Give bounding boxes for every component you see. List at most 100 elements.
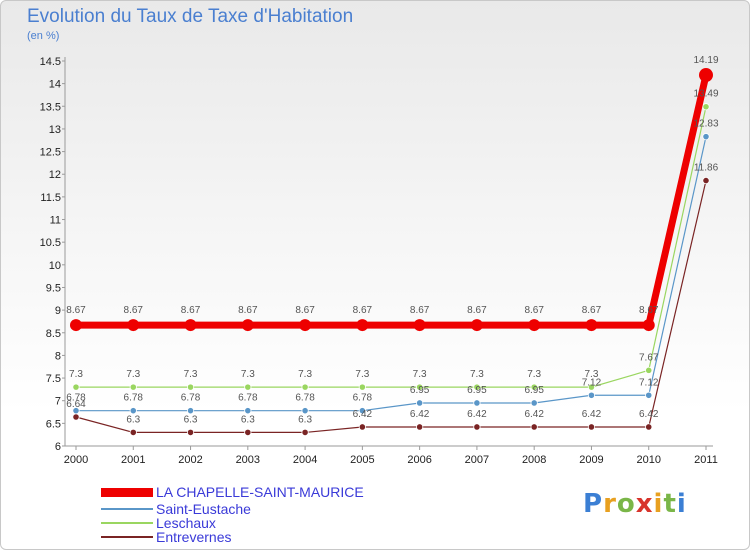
y-tick-label: 12 <box>49 169 61 181</box>
x-tick-label: 2007 <box>465 454 489 466</box>
series-line <box>76 74 710 329</box>
series-line <box>75 180 707 434</box>
data-label: 13.49 <box>693 89 718 100</box>
data-label: 7.12 <box>639 377 659 388</box>
data-point <box>301 428 309 437</box>
data-point <box>70 319 82 332</box>
logo-letter: i <box>653 489 664 519</box>
data-point <box>470 319 483 332</box>
data-point <box>129 383 137 391</box>
data-label: 6.42 <box>353 409 373 420</box>
data-point <box>186 407 195 415</box>
data-point <box>186 428 195 437</box>
y-tick-label: 9 <box>55 305 61 317</box>
data-point <box>585 319 598 332</box>
x-tick-label: 2010 <box>636 454 660 466</box>
data-label: 8.67 <box>66 305 86 316</box>
legend-label: LA CHAPELLE-SAINT-MAURICE <box>156 484 364 500</box>
data-point <box>244 407 252 415</box>
data-label: 6.3 <box>241 414 255 425</box>
data-label: 7.3 <box>184 369 198 380</box>
data-label: 6.78 <box>124 393 144 404</box>
data-point <box>416 383 424 391</box>
x-tick-label: 2002 <box>178 454 202 466</box>
y-tick-label: 11.5 <box>40 192 61 204</box>
legend-label: Leschaux <box>156 515 216 531</box>
data-point <box>702 176 710 185</box>
data-label: 6.78 <box>238 393 258 404</box>
y-tick-label: 9.5 <box>46 282 61 294</box>
data-label: 6.78 <box>181 393 201 404</box>
data-point <box>528 319 541 332</box>
data-point <box>186 383 195 391</box>
data-label: 7.12 <box>582 377 602 388</box>
data-label: 7.3 <box>527 369 541 380</box>
legend-item: LA CHAPELLE-SAINT-MAURICE <box>101 485 364 499</box>
data-point <box>530 423 538 431</box>
data-label: 8.67 <box>238 305 258 316</box>
data-label: 7.3 <box>298 369 312 380</box>
y-tick-label: 13.5 <box>40 101 61 113</box>
data-label: 6.78 <box>295 393 315 404</box>
legend-label: Saint-Eustache <box>156 501 251 517</box>
x-tick-label: 2005 <box>350 454 374 466</box>
data-point <box>473 423 481 431</box>
chart-title: Evolution du Taux de Taxe d'Habitation <box>27 6 354 27</box>
data-point <box>358 407 366 415</box>
data-label: 7.3 <box>355 369 369 380</box>
x-tick-label: 2011 <box>694 454 718 466</box>
y-tick-label: 10 <box>49 260 61 272</box>
data-point <box>358 423 366 431</box>
data-label: 6.3 <box>184 414 198 425</box>
data-label: 6.42 <box>410 409 430 420</box>
data-label: 7.3 <box>69 369 83 380</box>
legend-swatch <box>101 536 153 538</box>
y-tick-label: 8.5 <box>46 328 61 340</box>
data-label: 6.78 <box>353 393 373 404</box>
data-label: 12.83 <box>693 119 718 130</box>
data-label: 7.3 <box>470 369 484 380</box>
x-tick-label: 2001 <box>121 454 145 466</box>
data-point <box>699 68 713 83</box>
data-label: 7.3 <box>585 369 599 380</box>
data-point <box>72 383 80 391</box>
data-point <box>645 366 653 374</box>
legend-swatch <box>101 522 153 524</box>
data-label: 6.3 <box>298 414 312 425</box>
data-point <box>642 319 655 332</box>
data-point <box>244 383 252 391</box>
data-point <box>702 133 710 141</box>
data-point <box>416 399 424 407</box>
y-tick-label: 10.5 <box>40 237 61 249</box>
logo-letter: x <box>635 489 654 519</box>
unit-label: (en %) <box>27 30 60 42</box>
logo-letter: P <box>583 489 604 519</box>
data-point <box>129 407 137 415</box>
data-label: 8.67 <box>467 305 487 316</box>
data-point <box>127 319 140 332</box>
data-point <box>530 399 538 407</box>
logo-letter: t <box>663 489 677 519</box>
data-label: 8.67 <box>353 305 373 316</box>
y-tick-label: 14 <box>49 79 61 91</box>
x-tick-label: 2003 <box>236 454 260 466</box>
y-tick-label: 14.5 <box>40 56 61 68</box>
logo-letter: r <box>603 489 617 519</box>
y-tick-label: 7.5 <box>46 373 61 385</box>
data-point <box>299 319 312 332</box>
data-label: 6.3 <box>126 414 140 425</box>
data-point <box>587 423 596 431</box>
data-label: 6.95 <box>467 385 487 396</box>
x-tick-label: 2009 <box>579 454 603 466</box>
data-point <box>72 413 80 421</box>
data-point <box>244 428 252 437</box>
data-label: 8.67 <box>124 305 144 316</box>
x-tick-label: 2004 <box>293 454 317 466</box>
legend-item: Saint-Eustache <box>101 502 251 516</box>
data-label: 11.86 <box>694 163 719 174</box>
data-label: 8.67 <box>524 305 544 316</box>
data-point <box>702 103 710 111</box>
data-point <box>645 391 653 399</box>
